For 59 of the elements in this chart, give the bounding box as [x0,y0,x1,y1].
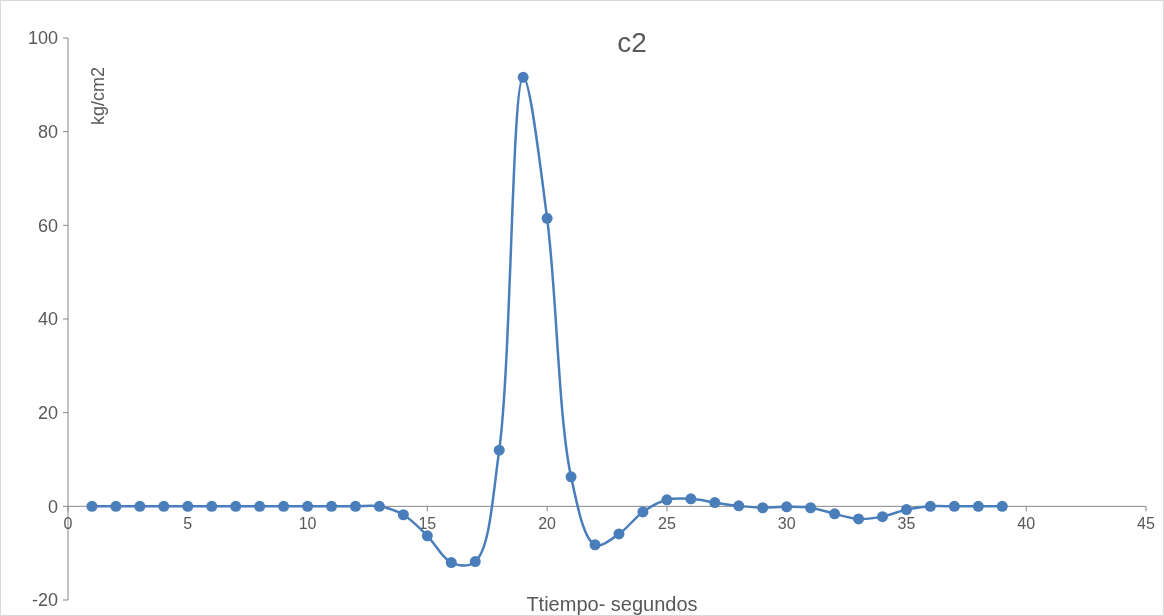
point [781,501,793,513]
point [853,513,865,525]
point [900,504,912,516]
point [996,500,1008,512]
x-tick-label: 10 [298,515,317,533]
point [589,539,601,551]
point [86,500,98,512]
x-tick-label: 20 [538,515,557,533]
point [757,502,769,514]
point [948,500,960,512]
y-tick-label: 60 [37,215,58,236]
point [805,502,817,514]
x-tick-label: 0 [63,515,73,533]
point [445,557,457,569]
point [206,500,218,512]
point [397,509,409,521]
point [661,494,673,506]
point [876,511,888,523]
point [278,500,290,512]
x-tick-label: 25 [657,515,676,533]
point [134,500,146,512]
point [302,500,314,512]
point [182,500,194,512]
point [493,444,505,456]
x-tick-label: 45 [1137,515,1155,533]
point [924,500,936,512]
y-tick-label: 40 [37,309,58,330]
x-tick-label: 5 [183,515,193,533]
point [326,500,338,512]
y-axis-title: kg/cm2 [88,66,108,126]
point [972,500,984,512]
y-tick-label: 0 [47,496,58,517]
y-tick-label: -20 [31,590,58,611]
x-axis-title: Ttiempo- segundos [526,593,698,615]
point [373,500,385,512]
y-tick-label: 20 [37,402,58,423]
y-tick-label: 100 [27,28,58,49]
point [829,508,841,520]
x-tick-label: 15 [418,515,437,533]
chart-title: c2 [617,27,647,58]
point [685,493,697,505]
point [517,71,529,83]
point [421,530,433,542]
point [110,500,122,512]
x-tick-label: 40 [1017,515,1036,533]
point [733,500,745,512]
point [613,528,625,540]
point [637,506,649,518]
point [709,497,721,509]
point [565,471,577,483]
point [541,212,553,224]
point [254,500,266,512]
point [230,500,242,512]
point [349,500,361,512]
y-tick-label: 80 [37,121,58,142]
point [158,500,170,512]
x-tick-label: 35 [897,515,916,533]
point [469,556,481,568]
x-tick-label: 30 [777,515,796,533]
